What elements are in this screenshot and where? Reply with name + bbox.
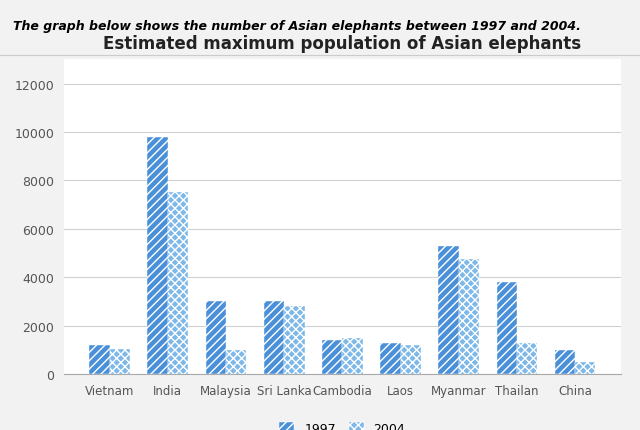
Bar xyxy=(342,338,363,374)
Legend: 1997, 2004: 1997, 2004 xyxy=(275,417,410,430)
Bar xyxy=(575,362,595,374)
Bar xyxy=(459,259,479,374)
Bar xyxy=(168,193,188,374)
Bar xyxy=(438,246,459,374)
Bar xyxy=(517,343,538,374)
Bar xyxy=(497,283,517,374)
Bar xyxy=(322,340,342,374)
Bar xyxy=(90,345,109,374)
Title: Estimated maximum population of Asian elephants: Estimated maximum population of Asian el… xyxy=(103,35,582,53)
Bar xyxy=(226,350,246,374)
Bar xyxy=(264,302,284,374)
Bar xyxy=(555,350,575,374)
Bar xyxy=(380,343,401,374)
Bar xyxy=(284,307,305,374)
Bar xyxy=(147,138,168,374)
Bar xyxy=(205,302,226,374)
Text: The graph below shows the number of Asian elephants between 1997 and 2004.: The graph below shows the number of Asia… xyxy=(13,19,580,33)
Bar xyxy=(109,349,130,374)
Bar xyxy=(401,345,421,374)
